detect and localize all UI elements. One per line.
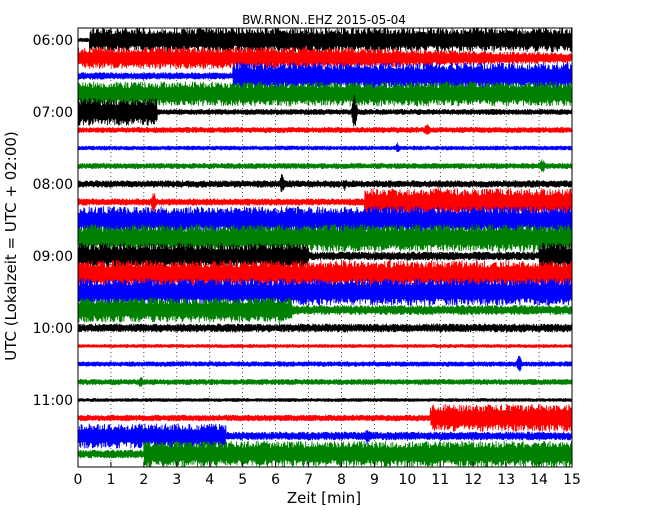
trace-line-1000: [77, 323, 573, 333]
trace-line-0930: [77, 278, 573, 306]
x-tick-label: 0: [74, 472, 83, 488]
y-tick-label: 09:00: [33, 249, 73, 265]
trace-line-0715: [77, 124, 573, 135]
x-tick-label: 11: [431, 472, 449, 488]
trace-line-0745: [77, 159, 573, 173]
x-tick-label: 9: [370, 472, 379, 488]
trace-line-1030: [77, 355, 573, 372]
trace-line-1045: [77, 377, 573, 387]
x-tick-label: 5: [238, 472, 247, 488]
x-tick-label: 15: [563, 472, 581, 488]
x-tick-label: 7: [304, 472, 313, 488]
x-tick-label: 13: [497, 472, 515, 488]
x-tick-label: 14: [530, 472, 548, 488]
trace-line-1015: [77, 343, 573, 349]
trace-line-0945: [77, 297, 573, 324]
x-axis: 0 1 2 3 4 5 6 7 8 9 10 11 12 13 14 15: [74, 28, 581, 488]
x-tick-label: 10: [398, 472, 416, 488]
x-tick-label: 2: [139, 472, 148, 488]
y-tick-label: 07:00: [33, 105, 73, 121]
x-tick-label: 1: [106, 472, 115, 488]
y-tick-label: 10:00: [33, 321, 73, 337]
trace-line-1115: [77, 404, 573, 432]
x-tick-label: 12: [464, 472, 482, 488]
x-tick-label: 8: [337, 472, 346, 488]
y-axis: 06:00 07:00 08:00 09:00 10:00 11:00: [33, 33, 572, 409]
trace-line-0900: [77, 242, 573, 270]
trace-line-0700: [77, 94, 573, 127]
x-tick-label: 3: [172, 472, 181, 488]
trace-line-0800: [77, 174, 573, 193]
chart-title: BW.RNON..EHZ 2015-05-04: [242, 13, 406, 27]
x-tick-label: 6: [271, 472, 280, 488]
trace-line-1130: [77, 423, 573, 449]
y-tick-label: 06:00: [33, 33, 73, 49]
x-axis-label: Zeit [min]: [287, 489, 361, 507]
trace-line-1145: [77, 440, 573, 468]
trace-line-0815: [77, 188, 573, 216]
x-tick-label: 4: [205, 472, 214, 488]
y-axis-label: UTC (Lokalzeit = UTC + 02:00): [2, 131, 20, 361]
trace-line-1100: [77, 397, 573, 403]
plot-frame: [77, 27, 573, 468]
y-tick-label: 11:00: [33, 393, 73, 409]
y-tick-label: 08:00: [33, 177, 73, 193]
trace-line-0645: [77, 81, 573, 107]
traces: [77, 27, 573, 468]
trace-line-0845: [77, 224, 573, 252]
trace-line-0730: [77, 142, 573, 152]
